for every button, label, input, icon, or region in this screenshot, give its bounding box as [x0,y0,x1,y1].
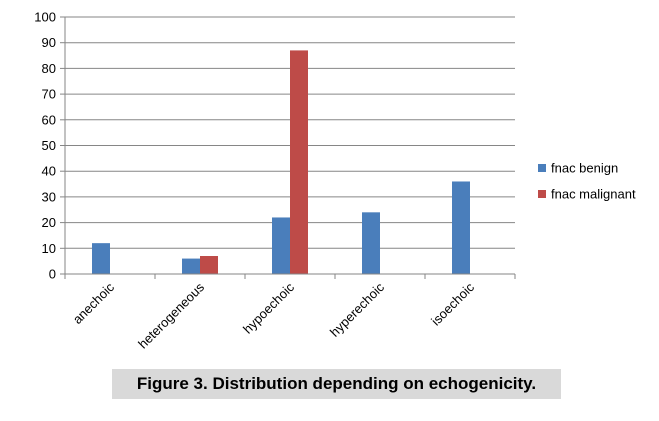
bars [92,50,470,274]
y-tick-labels: 0 10 20 30 40 50 60 70 80 90 100 [34,10,56,282]
bar-fnac-benign-hypoechoic [272,217,290,274]
y-tick-label: 70 [42,87,56,102]
y-tick-label: 40 [42,164,56,179]
y-tick-label: 30 [42,189,56,204]
bar-fnac-malignant-heterogeneous [200,256,218,274]
x-tick-label: isoechoic [428,279,477,328]
y-tick-label: 50 [42,138,56,153]
x-tick-label: anechoic [70,279,118,327]
figure-caption: Figure 3. Distribution depending on echo… [112,369,561,399]
legend-label: fnac malignant [551,187,636,202]
y-tick-label: 10 [42,241,56,256]
bar-fnac-benign-isoechoic [452,181,470,274]
bar-fnac-malignant-hypoechoic [290,50,308,274]
y-tick-label: 0 [49,267,56,282]
y-tick-label: 100 [34,10,56,25]
bar-fnac-benign-anechoic [92,243,110,274]
y-tick-label: 80 [42,61,56,76]
legend: fnac benign fnac malignant [538,161,636,202]
axes [60,16,516,279]
y-tick-label: 20 [42,215,56,230]
x-tick-label: hyperechoic [327,279,388,340]
legend-swatch [538,190,546,198]
x-tick-label: heterogeneous [135,279,207,351]
legend-label: fnac benign [551,161,618,176]
y-tick-label: 60 [42,112,56,127]
bar-fnac-benign-heterogeneous [182,258,200,274]
bar-chart: 0 10 20 30 40 50 60 70 80 90 100 anechoic heterogen… [34,10,636,352]
y-tick-label: 90 [42,35,56,50]
legend-swatch [538,164,546,172]
x-tick-label: hypoechoic [240,279,297,336]
bar-fnac-benign-hyperechoic [362,212,380,274]
x-tick-labels: anechoic heterogeneous hypoechoic hyperecho… [70,279,478,351]
